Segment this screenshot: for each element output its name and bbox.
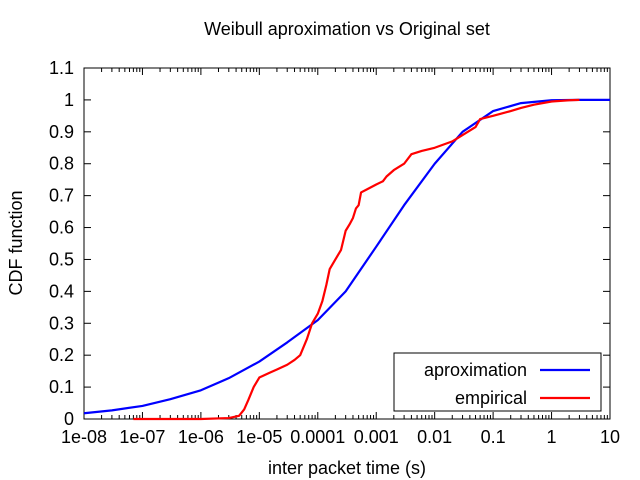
- y-tick-label: 0.6: [49, 218, 74, 238]
- legend-box: [393, 352, 602, 412]
- y-tick-label: 0.2: [49, 345, 74, 365]
- x-tick-label: 1: [547, 427, 557, 447]
- series-line-empirical: [133, 98, 580, 421]
- x-axis-label: inter packet time (s): [268, 458, 426, 478]
- y-tick-label: 0: [64, 409, 74, 429]
- x-tick-label: 0.01: [417, 427, 452, 447]
- y-tick-label: 0.9: [49, 122, 74, 142]
- y-tick-label: 0.4: [49, 281, 74, 301]
- y-tick-label: 0.5: [49, 249, 74, 269]
- y-tick-label: 0.8: [49, 154, 74, 174]
- x-tick-label: 1e-05: [236, 427, 282, 447]
- y-tick-label: 0.1: [49, 377, 74, 397]
- x-tick-label: 1e-07: [119, 427, 165, 447]
- x-tick-label: 1e-08: [61, 427, 107, 447]
- legend-label: aproximation: [424, 360, 527, 380]
- series-layer: [83, 98, 610, 421]
- y-tick-label: 1: [64, 90, 74, 110]
- chart-title: Weibull aproximation vs Original set: [204, 19, 490, 39]
- plot-frame: [83, 67, 611, 420]
- x-tick-label: 0.0001: [290, 427, 345, 447]
- x-tick-label: 0.1: [481, 427, 506, 447]
- series-line-aproximation: [83, 98, 610, 415]
- plot-axes: 0 0.1 0.2 0.3 0.4 0.5 0.6 0.7 0.8 0.9 1 1.1 1e-08 1e-…: [49, 58, 620, 447]
- legend-label: empirical: [455, 388, 527, 408]
- y-tick-label: 1.1: [49, 58, 74, 78]
- y-axis-label: CDF function: [6, 190, 26, 295]
- y-tick-label: 0.7: [49, 186, 74, 206]
- x-tick-label: 0.001: [354, 427, 399, 447]
- x-tick-label: 10: [600, 427, 620, 447]
- y-tick-label: 0.3: [49, 313, 74, 333]
- x-tick-label: 1e-06: [178, 427, 224, 447]
- legend: aproximation empirical: [393, 352, 602, 412]
